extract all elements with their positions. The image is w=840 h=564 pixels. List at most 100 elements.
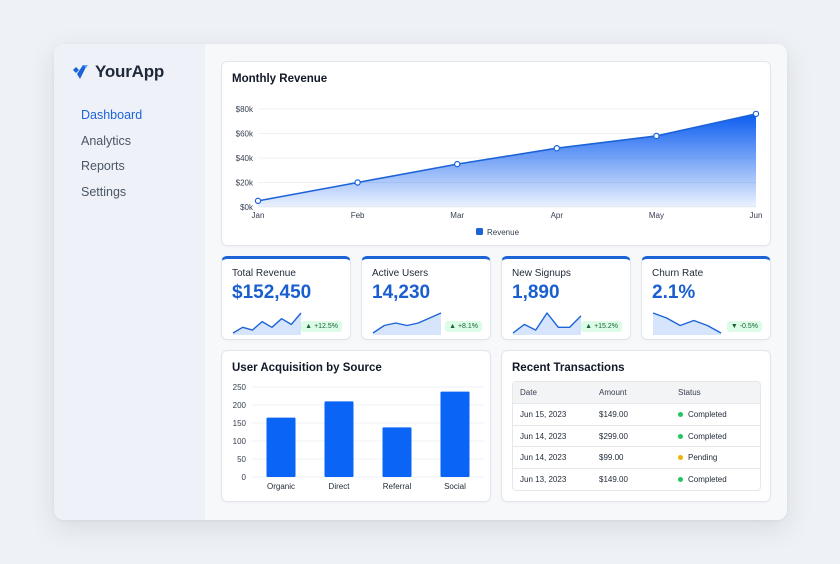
status-dot-icon (678, 411, 683, 417)
stat-label: Active Users (372, 268, 429, 279)
transactions-table: Date Amount Status Jun 15, 2023 $149.00 … (512, 381, 761, 491)
sparkline-area (653, 313, 721, 335)
transactions-card-title: Recent Transactions (512, 362, 625, 374)
x-tick-label: Referral (383, 482, 412, 491)
sidebar-nav: Dashboard Analytics Reports Settings (81, 107, 142, 209)
x-tick-label: Mar (450, 211, 464, 220)
cell-status: Completed (678, 475, 760, 484)
data-point (653, 132, 660, 140)
status-text: Completed (688, 409, 727, 419)
change-badge: ▲ +12.5% (301, 321, 342, 332)
cell-amount: $149.00 (599, 409, 628, 419)
table-row[interactable]: Jun 14, 2023 $299.00 Completed (513, 424, 760, 447)
status-dot-icon (678, 433, 683, 439)
status-dot-icon (678, 476, 683, 482)
sidebar-item-settings[interactable]: Settings (81, 184, 127, 199)
y-tick-label: 250 (233, 383, 247, 392)
revenue-line (257, 113, 757, 202)
change-value: +15.2% (594, 323, 618, 330)
stat-label: New Signups (512, 268, 571, 279)
legend-label: Revenue (487, 228, 520, 237)
up-arrow-icon: ▲ (585, 323, 593, 330)
sidebar-item-reports[interactable]: Reports (81, 159, 125, 173)
cell-date: Jun 14, 2023 (520, 431, 567, 441)
data-point (453, 160, 461, 168)
y-tick-label: 150 (233, 419, 247, 428)
table-row[interactable]: Jun 14, 2023 $99.00 Pending (513, 446, 760, 468)
cell-date: Jun 15, 2023 (520, 409, 567, 419)
stat-value: $152,450 (232, 282, 312, 303)
acquisition-card: User Acquisition by Source 0 50 100 150 200 2… (221, 350, 491, 502)
sparkline-line (232, 312, 302, 334)
table-header-row: Date Amount Status (513, 382, 760, 403)
y-tick-label: $60k (236, 130, 254, 139)
y-tick-label: $20k (236, 179, 254, 188)
up-arrow-icon: ▲ (449, 323, 456, 330)
column-header-date[interactable]: Date (520, 388, 537, 397)
column-header-amount[interactable]: Amount (599, 388, 627, 397)
sparkline-chart (512, 312, 582, 335)
change-badge: ▲ +15.2% (581, 321, 622, 332)
status-text: Completed (688, 474, 727, 484)
stat-card-total-revenue[interactable]: Total Revenue $152,450 ▲ +12.5% (221, 256, 351, 340)
bar-referral (382, 427, 412, 477)
x-tick-label: Organic (267, 482, 295, 491)
x-tick-label: Jan (252, 211, 265, 220)
revenue-area (258, 113, 756, 207)
sparkline-chart (652, 312, 722, 335)
stat-card-churn-rate[interactable]: Churn Rate 2.1% ▼ -0.5% (641, 256, 771, 340)
stat-label: Churn Rate (652, 268, 704, 279)
status-text: Completed (688, 431, 727, 441)
table-row[interactable]: Jun 15, 2023 $149.00 Completed (513, 403, 760, 425)
main-content: Monthly Revenue $0k $20k $40k $60k $80k Jan Fe… (205, 44, 787, 520)
bar-organic (266, 417, 296, 477)
sparkline-line (372, 312, 442, 334)
sparkline-line (652, 312, 722, 334)
change-value: -0.5% (739, 323, 758, 330)
logo-icon (73, 65, 88, 79)
status-text: Pending (688, 453, 718, 463)
change-value: +12.5% (314, 323, 338, 330)
cell-status: Completed (678, 410, 760, 419)
up-arrow-icon: ▲ (305, 323, 313, 330)
sparkline-area (373, 313, 441, 335)
sidebar-item-dashboard[interactable]: Dashboard (81, 108, 143, 122)
cell-date: Jun 14, 2023 (520, 453, 567, 463)
stat-value: 14,230 (372, 282, 431, 303)
sidebar: YourApp Dashboard Analytics Reports Sett… (54, 44, 205, 520)
sparkline-chart (372, 312, 442, 335)
revenue-card: Monthly Revenue $0k $20k $40k $60k $80k Jan Fe… (221, 61, 771, 246)
stat-value: 1,890 (512, 282, 560, 303)
sparkline-chart (232, 312, 302, 335)
y-tick-label: $80k (236, 105, 254, 114)
data-point (553, 144, 560, 152)
data-point (254, 197, 262, 205)
data-point (752, 110, 760, 118)
brand[interactable]: YourApp (72, 62, 164, 82)
stat-card-active-users[interactable]: Active Users 14,230 ▲ +8.1% (361, 256, 491, 340)
down-arrow-icon: ▼ (730, 323, 738, 330)
x-tick-label: May (649, 211, 664, 220)
cell-date: Jun 13, 2023 (520, 474, 567, 484)
y-tick-label: $0k (240, 203, 254, 212)
y-tick-label: 50 (237, 455, 246, 464)
status-dot-icon (678, 455, 683, 461)
revenue-card-title: Monthly Revenue (232, 73, 328, 85)
stat-card-new-signups[interactable]: New Signups 1,890 ▲ +15.2% (501, 256, 631, 340)
table-row[interactable]: Jun 13, 2023 $149.00 Completed (513, 468, 760, 490)
x-tick-label: Jun (750, 211, 763, 220)
sparkline-line (512, 312, 582, 334)
acquisition-chart: 0 50 100 150 200 250 Organic Direct Referral Soci… (233, 383, 484, 491)
bar-social (440, 391, 470, 477)
data-point (354, 179, 361, 186)
app-name: YourApp (95, 62, 165, 81)
x-tick-label: Direct (329, 482, 351, 491)
column-header-status[interactable]: Status (678, 388, 701, 397)
y-tick-label: 0 (242, 473, 247, 482)
stat-value: 2.1% (652, 282, 696, 303)
change-badge: ▼ -0.5% (726, 321, 762, 332)
cell-amount: $299.00 (599, 431, 628, 441)
sidebar-item-analytics[interactable]: Analytics (81, 133, 132, 148)
revenue-chart: $0k $20k $40k $60k $80k Jan Feb Mar Apr May Jun Rev… (236, 105, 763, 237)
x-tick-label: Feb (351, 211, 365, 220)
